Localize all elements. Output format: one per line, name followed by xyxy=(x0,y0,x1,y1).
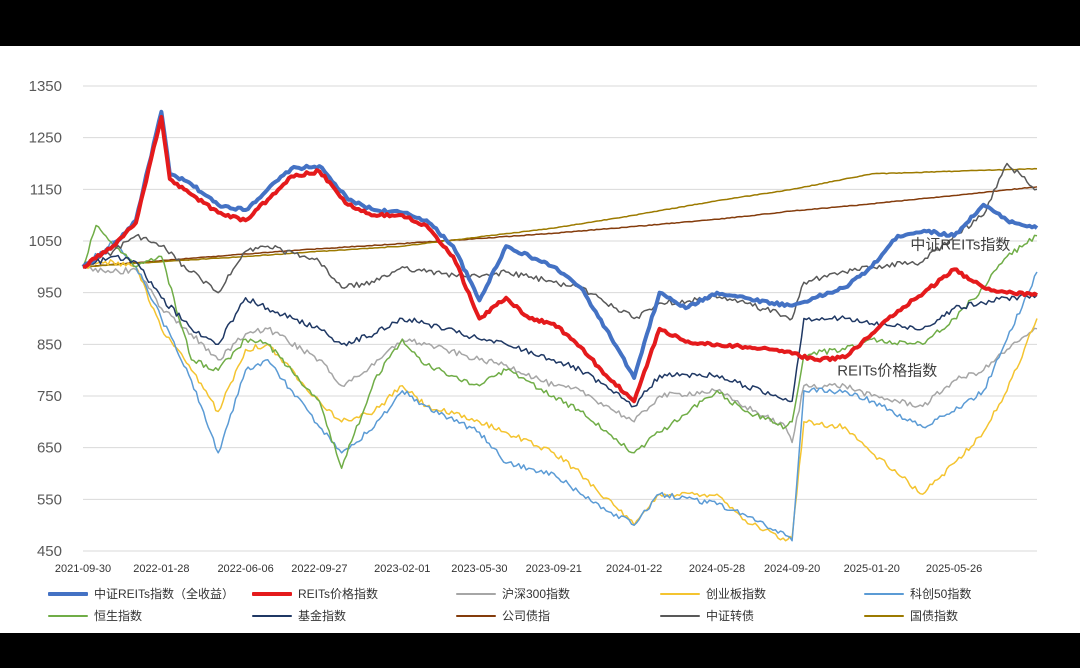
x-tick-label: 2023-09-21 xyxy=(526,563,582,575)
legend-swatch xyxy=(48,591,88,596)
legend-swatch xyxy=(456,614,496,617)
series-line xyxy=(82,224,1038,470)
legend-label: REITs价格指数 xyxy=(298,587,379,601)
x-tick-label: 2022-09-27 xyxy=(291,563,347,575)
series-line xyxy=(82,240,1038,542)
legend-swatch xyxy=(864,614,904,617)
legend-label: 公司债指 xyxy=(502,609,551,623)
line-chart: 450 550 650 750 850 950 1050 1150 1250 1350 2021-… xyxy=(29,78,1039,575)
x-tick-label: 2023-02-01 xyxy=(374,563,430,575)
legend-label: 创业板指数 xyxy=(706,587,767,601)
legend-label: 基金指数 xyxy=(298,609,347,623)
series-line xyxy=(82,254,1038,408)
legend-item: 恒生指数 xyxy=(48,607,142,624)
chart-panel: 450 550 650 750 850 950 1050 1150 1250 1350 2021-… xyxy=(0,46,1080,633)
x-tick-label: 2024-05-28 xyxy=(689,563,745,575)
legend-item: 中证REITs指数（全收益） xyxy=(48,585,234,602)
y-tick-label: 850 xyxy=(37,336,62,353)
legend-item: 公司债指 xyxy=(456,607,550,624)
gridlines xyxy=(83,85,1037,552)
legend-swatch xyxy=(660,614,700,617)
y-tick-label: 750 xyxy=(37,388,62,405)
x-tick-label: 2022-06-06 xyxy=(217,563,273,575)
legend-swatch xyxy=(48,614,88,617)
legend-item: 沪深300指数 xyxy=(456,585,570,602)
x-tick-label: 2024-01-22 xyxy=(606,563,662,575)
legend-item: 中证转债 xyxy=(660,607,754,624)
x-tick-label: 2025-01-20 xyxy=(844,563,900,575)
y-axis-ticks: 450 550 650 750 850 950 1050 1150 1250 1350 xyxy=(29,78,62,560)
series-line xyxy=(81,109,1039,380)
legend-label: 中证转债 xyxy=(706,609,755,623)
legend-label: 国债指数 xyxy=(910,609,959,623)
legend-swatch xyxy=(252,614,292,617)
legend-item: 科创50指数 xyxy=(864,585,971,602)
y-tick-label: 550 xyxy=(37,491,62,508)
y-tick-label: 650 xyxy=(37,440,62,457)
legend-item: 创业板指数 xyxy=(660,585,766,602)
legend-item: 国债指数 xyxy=(864,607,958,624)
y-tick-label: 1150 xyxy=(30,181,62,198)
legend-label: 科创50指数 xyxy=(910,587,972,601)
series-line xyxy=(82,162,1038,321)
y-tick-label: 1050 xyxy=(29,233,62,250)
legend-item: REITs价格指数 xyxy=(252,585,378,602)
legend-swatch xyxy=(864,592,904,595)
series-lines xyxy=(81,109,1039,542)
annotations: 中证REITs指数 REITs价格指数 xyxy=(837,236,1010,379)
legend-swatch xyxy=(456,592,496,595)
x-tick-label: 2025-05-26 xyxy=(926,563,982,575)
legend: 中证REITs指数（全收益） REITs价格指数 沪深300指数 创业板指数 科创50指… xyxy=(48,582,1048,630)
series-line xyxy=(82,115,1039,404)
series-line xyxy=(82,266,1038,444)
legend-label: 恒生指数 xyxy=(94,609,143,623)
y-tick-label: 1250 xyxy=(29,130,62,147)
legend-item: 基金指数 xyxy=(252,607,346,624)
chart-annotation: REITs价格指数 xyxy=(837,362,937,379)
series-line xyxy=(82,259,1038,542)
legend-swatch xyxy=(252,591,292,596)
x-tick-label: 2022-01-28 xyxy=(133,563,189,575)
legend-swatch xyxy=(660,592,700,595)
chart-annotation: 中证REITs指数 xyxy=(910,236,1010,253)
legend-label: 中证REITs指数（全收益） xyxy=(94,587,235,601)
x-tick-label: 2023-05-30 xyxy=(451,563,507,575)
x-tick-label: 2021-09-30 xyxy=(55,563,111,575)
x-axis-ticks: 2021-09-30 2022-01-28 2022-06-06 2022-09-27… xyxy=(55,563,982,575)
y-tick-label: 450 xyxy=(37,543,62,560)
y-tick-label: 1350 xyxy=(29,78,62,95)
x-tick-label: 2024-09-20 xyxy=(764,563,820,575)
legend-label: 沪深300指数 xyxy=(502,587,571,601)
y-tick-label: 950 xyxy=(37,285,62,302)
